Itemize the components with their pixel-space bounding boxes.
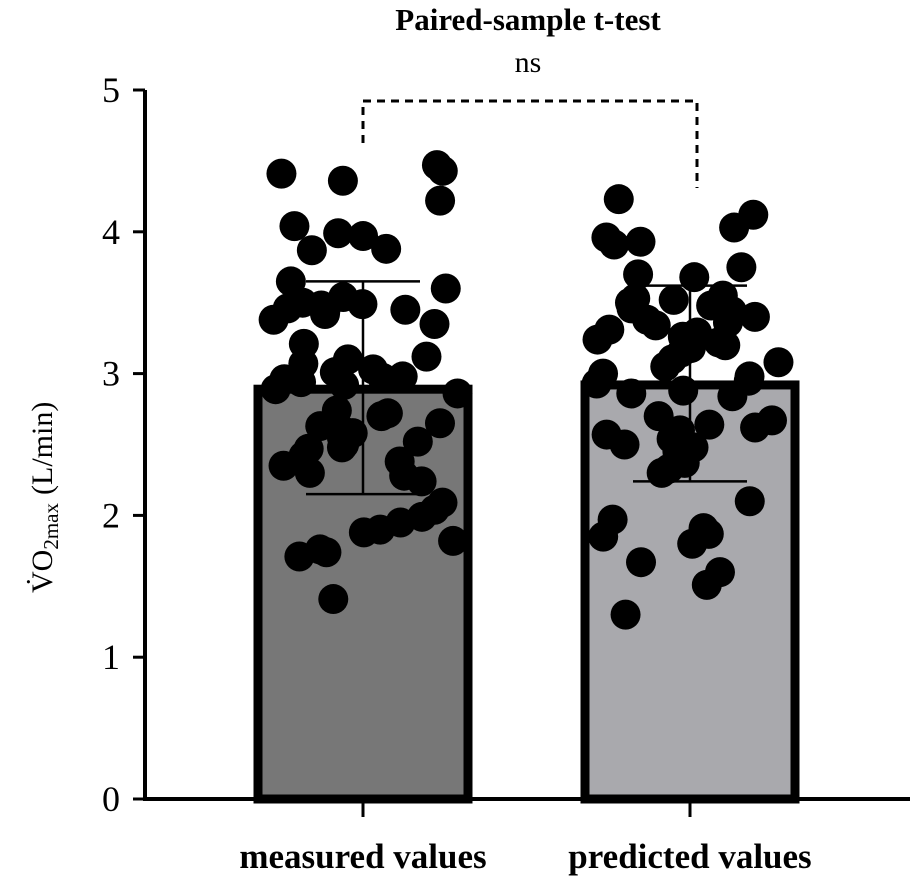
y-tick-label: 5 [102, 70, 120, 110]
y-tick-label: 4 [102, 212, 120, 252]
data-point [719, 212, 750, 243]
data-point [623, 259, 654, 290]
data-point [371, 233, 402, 264]
data-point [366, 401, 397, 432]
data-point [326, 432, 357, 463]
data-point [390, 294, 421, 325]
data-point [266, 158, 297, 189]
data-point [442, 378, 473, 409]
ylabel-subscript: 2max [39, 503, 63, 550]
data-point [734, 486, 765, 517]
data-point [310, 299, 341, 330]
data-point [430, 273, 461, 304]
data-point [710, 330, 741, 361]
data-point [284, 541, 315, 572]
data-point [677, 528, 708, 559]
data-point [640, 310, 671, 341]
data-point [650, 351, 681, 382]
data-points-group [258, 150, 794, 630]
data-point [691, 569, 722, 600]
y-tick-label: 1 [102, 637, 120, 677]
data-point [318, 584, 349, 615]
data-point [603, 184, 634, 215]
data-point [258, 304, 289, 335]
y-ticks-group: 0 1 2 3 4 5 [102, 70, 145, 819]
data-point [739, 301, 770, 332]
data-point [658, 284, 689, 315]
data-point [427, 155, 458, 186]
data-point [694, 409, 725, 440]
chart-title: Paired-sample t-test [395, 2, 661, 37]
x-category-label: measured values [239, 837, 486, 876]
data-point [348, 517, 379, 548]
y-tick-label: 2 [102, 495, 120, 535]
data-point [268, 450, 299, 481]
data-point [411, 341, 442, 372]
data-point [424, 408, 455, 439]
data-point [668, 375, 699, 406]
data-point [588, 521, 619, 552]
data-point [327, 165, 358, 196]
data-point [599, 229, 630, 260]
data-point [646, 457, 677, 488]
data-point [438, 525, 469, 556]
x-ticks-group: measured values predicted values [239, 799, 812, 876]
ylabel-main: V̇O [25, 550, 59, 593]
data-point [581, 368, 612, 399]
data-point [406, 466, 437, 497]
data-point [311, 537, 342, 568]
data-point [260, 374, 291, 405]
data-point [329, 369, 360, 400]
data-point [294, 457, 325, 488]
y-axis-label: V̇O2max (L/min) [25, 402, 63, 593]
ylabel-unit: (L/min) [26, 402, 59, 495]
data-point [286, 367, 317, 398]
data-point [679, 262, 710, 293]
data-point [347, 289, 378, 320]
data-point [626, 547, 657, 578]
data-point [616, 378, 647, 409]
data-point [419, 308, 450, 339]
data-point [609, 429, 640, 460]
data-point [643, 401, 674, 432]
data-point [296, 235, 327, 266]
y-tick-label: 3 [102, 354, 120, 394]
data-point [279, 211, 310, 242]
data-point [323, 218, 354, 249]
significance-bracket [361, 99, 699, 188]
y-tick-label: 0 [102, 779, 120, 819]
data-point [763, 347, 794, 378]
x-category-label: predicted values [568, 837, 811, 876]
data-point [625, 226, 656, 257]
data-point [717, 381, 748, 412]
data-point [726, 252, 757, 283]
data-point [425, 185, 456, 216]
data-point [582, 324, 613, 355]
svg-text:V̇O2max(L/min): V̇O2max (L/min) [25, 402, 63, 593]
data-point [367, 362, 398, 393]
data-point [402, 426, 433, 457]
significance-label: ns [515, 46, 542, 79]
data-point [610, 599, 641, 630]
data-point [348, 221, 379, 252]
data-point [740, 412, 771, 443]
